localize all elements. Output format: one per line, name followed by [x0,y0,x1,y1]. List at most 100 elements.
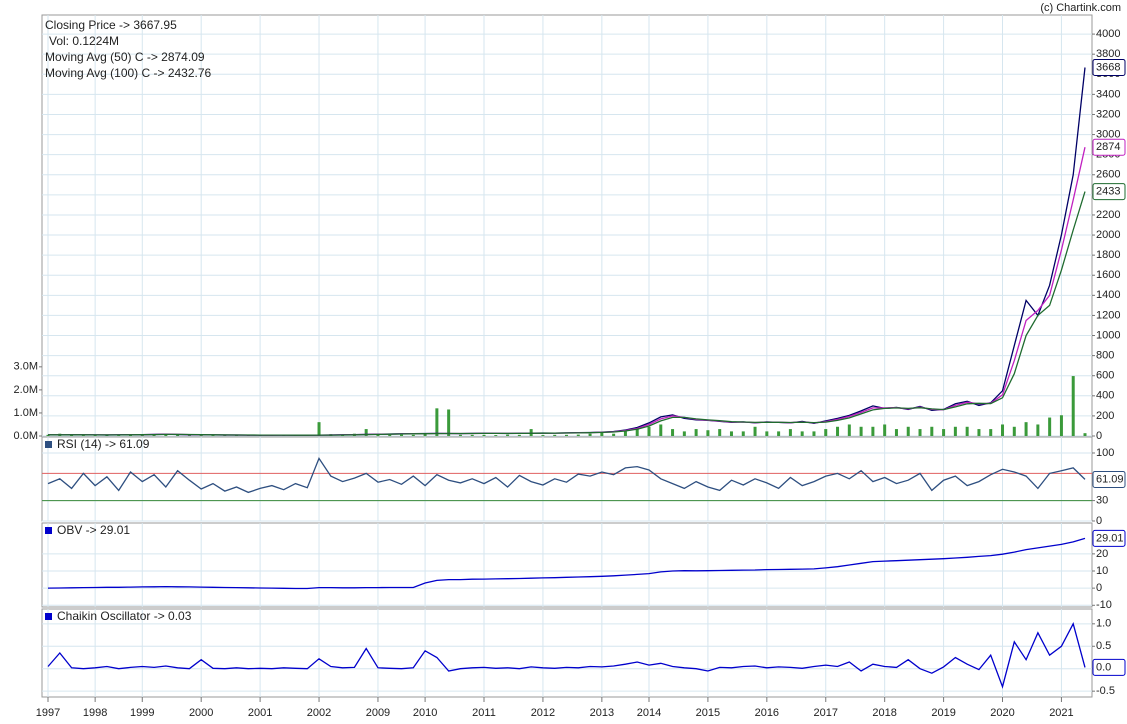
y-tick-label: 1.0 [1096,618,1111,630]
volume-bar [494,435,498,436]
y2-tick-label: 1.0M [14,407,38,419]
x-tick-label: 2020 [990,707,1014,719]
y-tick-label: 3200 [1096,108,1120,120]
volume-bar [600,432,604,436]
volume-bar [612,433,616,436]
value-badge [1092,529,1126,547]
legend-entry: OBV -> 29.01 [57,523,130,537]
x-tick-label: 1997 [36,707,60,719]
legend-swatch [45,527,52,534]
volume-bar [1036,424,1040,436]
volume-bar [199,435,203,436]
volume-bar [506,434,510,436]
volume-bar [70,435,74,436]
volume-bar [729,431,733,436]
legend-entry: Vol: 0.1224M [49,34,119,48]
volume-bar [1059,415,1063,436]
volume-bar [953,426,957,436]
volume-bar [918,429,922,436]
legend-entry: Chaikin Oscillator -> 0.03 [57,609,192,623]
volume-bar [1083,433,1087,436]
volume-bar [894,429,898,436]
value-badge [1092,183,1126,201]
volume-bar [447,409,451,436]
x-tick-label: 2017 [814,707,838,719]
volume-bar [989,429,993,436]
volume-bar [859,426,863,436]
x-tick-label: 2013 [590,707,614,719]
volume-bar [105,435,109,436]
volume-bar [977,429,981,436]
value-badge [1092,658,1126,676]
volume-bar [1001,424,1005,436]
volume-bar [400,434,404,436]
y-tick-label: 3400 [1096,88,1120,100]
x-tick-label: 2002 [307,707,331,719]
value-badge-label: 0.0 [1096,661,1111,673]
x-tick-label: 2016 [755,707,779,719]
y-tick-label: 400 [1096,390,1114,402]
y-tick-label: 3000 [1096,128,1120,140]
volume-bar [694,429,698,436]
y2-tick-label: 0.0M [14,430,38,442]
legend-swatch [45,441,52,448]
y-tick-label: 1400 [1096,289,1120,301]
y-tick-label: 0 [1096,582,1102,594]
volume-bar [376,434,380,436]
value-badge-label: 2433 [1096,185,1120,197]
x-tick-label: 2018 [872,707,896,719]
panel-frame [41,522,1093,608]
x-tick-label: 2014 [637,707,661,719]
volume-bar [777,431,781,436]
value-badge-label: 29.01 [1096,532,1124,544]
volume-bar [930,426,934,436]
volume-bar [1012,426,1016,436]
volume-bar [942,429,946,436]
x-tick-label: 2001 [248,707,272,719]
volume-bar [836,426,840,436]
volume-bar [140,434,144,436]
y-tick-label: 1600 [1096,269,1120,281]
y-tick-label: 1000 [1096,329,1120,341]
y-tick-label: 2200 [1096,209,1120,221]
volume-bar [576,434,580,436]
volume-bar [388,434,392,436]
volume-bar [482,434,486,436]
volume-bar [435,408,439,436]
volume-bar [847,424,851,436]
series-line [47,537,1086,590]
volume-bar [317,422,321,436]
y-tick-label: -10 [1096,599,1112,611]
volume-bar [647,426,651,436]
volume-bar [128,435,132,436]
value-badge-label: 61.09 [1096,473,1124,485]
volume-bar [517,434,521,436]
volume-bar [565,434,568,436]
x-tick-label: 2000 [189,707,213,719]
y-tick-label: 0 [1096,515,1102,527]
volume-bar [458,434,462,436]
value-badge-label: 3668 [1096,61,1120,73]
y-tick-label: 2000 [1096,229,1120,241]
volume-bar [871,426,875,436]
x-tick-label: 1998 [83,707,107,719]
value-badge-label: 2874 [1096,141,1120,153]
value-badge [1092,58,1126,76]
y-tick-label: 30 [1096,495,1108,507]
y2-tick-label: 3.0M [14,361,38,373]
volume-bar [152,434,156,436]
panel-frame [41,436,1093,522]
y-tick-label: 3800 [1096,48,1120,60]
volume-bar [588,433,592,436]
series-line [47,457,1086,494]
volume-bar [541,435,545,436]
y-tick-label: 20 [1096,548,1108,560]
volume-bar [1071,376,1075,436]
value-badge [1092,470,1126,488]
y-tick-label: 800 [1096,350,1114,362]
volume-bar [553,434,557,436]
y-tick-label: 600 [1096,370,1114,382]
volume-bar [671,429,675,436]
x-tick-label: 2010 [413,707,437,719]
legend-swatch [45,613,52,620]
